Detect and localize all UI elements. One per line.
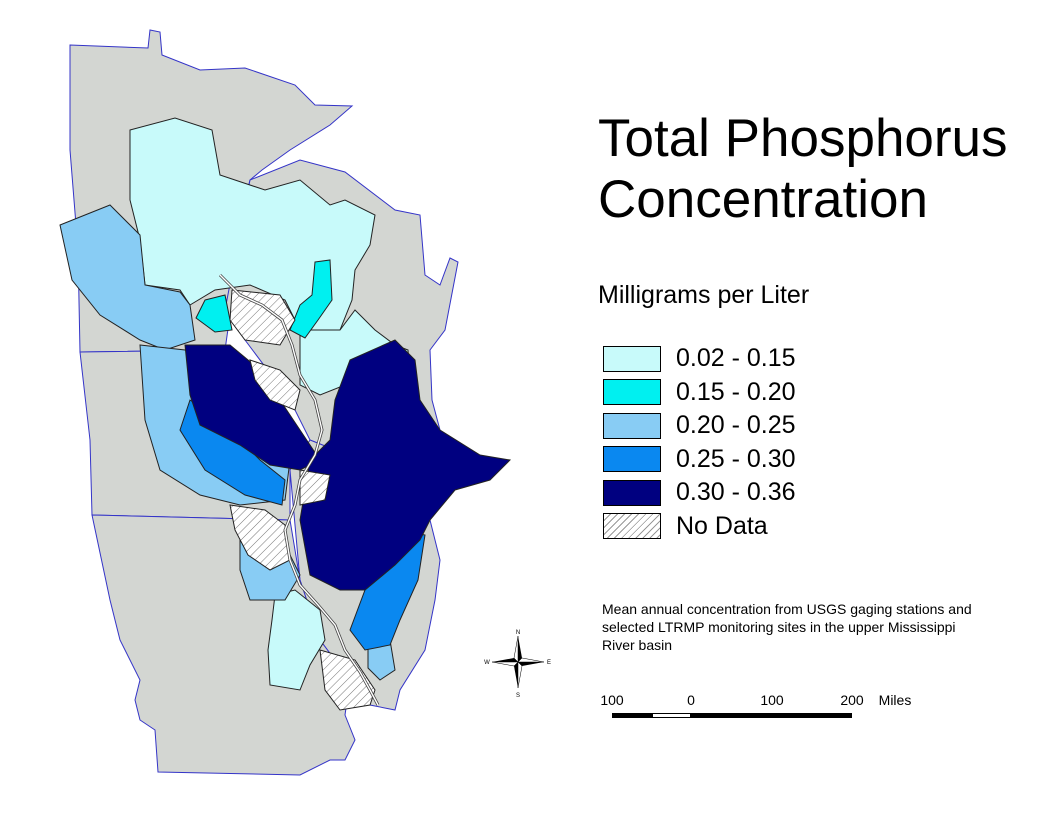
scale-segment (652, 713, 691, 718)
legend-label: 0.02 - 0.15 (676, 344, 796, 373)
legend-item: 0.15 - 0.20 (603, 376, 796, 410)
legend-swatch (603, 379, 661, 406)
scale-label: 200 (840, 692, 864, 708)
basin-map: N S E W (59, 29, 551, 776)
compass-s: S (516, 693, 520, 699)
legend-swatch (603, 479, 661, 506)
basin-nodata-2 (229, 504, 291, 571)
legend-swatch (603, 412, 661, 439)
legend-label: No Data (676, 511, 768, 540)
map-title: Total Phosphorus Concentration (598, 109, 1008, 229)
scale-bar: 100 0 100 200 Miles (600, 692, 930, 732)
basin-cyan-east (289, 259, 333, 339)
legend-label: 0.20 - 0.25 (676, 411, 796, 440)
scale-segment (772, 713, 852, 718)
basin-medium-blue-illinois (349, 529, 426, 651)
units-label: Milligrams per Liter (598, 281, 810, 309)
scale-label: 100 (760, 692, 784, 708)
basin-nodata-5 (229, 289, 296, 346)
scale-label: 0 (687, 692, 695, 708)
legend-swatch (603, 446, 661, 473)
compass-w: W (484, 660, 490, 666)
basin-minnesota-river (59, 204, 196, 351)
basin-cyan-west (195, 294, 233, 333)
legend-label: 0.30 - 0.36 (676, 478, 796, 507)
scale-unit: Miles (878, 692, 912, 708)
mississippi-river-inner (219, 274, 379, 706)
legend-item: 0.20 - 0.25 (603, 409, 796, 443)
legend-item: 0.25 - 0.30 (603, 443, 796, 477)
basin-nodata-4 (319, 649, 376, 711)
map-note: Mean annual concentration from USGS gagi… (602, 601, 972, 653)
legend-label: 0.25 - 0.30 (676, 444, 796, 473)
legend-swatch-no-data (603, 513, 661, 540)
legend-label: 0.15 - 0.20 (676, 377, 796, 406)
basins (59, 117, 512, 711)
legend: 0.02 - 0.15 0.15 - 0.20 0.20 - 0.25 0.25… (603, 342, 796, 543)
basin-nodata-1 (249, 359, 301, 411)
basin-nodata-3 (299, 469, 331, 506)
scale-segment (612, 713, 652, 718)
legend-item: 0.02 - 0.15 (603, 342, 796, 376)
compass-rose: N S E W (484, 630, 551, 699)
legend-swatch (603, 345, 661, 372)
legend-item: 0.30 - 0.36 (603, 476, 796, 510)
compass-n: N (516, 630, 520, 636)
basin-navy-illinois (299, 339, 512, 591)
basin-southern-minnesota (267, 589, 326, 691)
scale-segment (691, 713, 772, 718)
legend-item: No Data (603, 510, 796, 544)
scale-label: 100 (600, 692, 624, 708)
compass-e: E (547, 660, 551, 666)
